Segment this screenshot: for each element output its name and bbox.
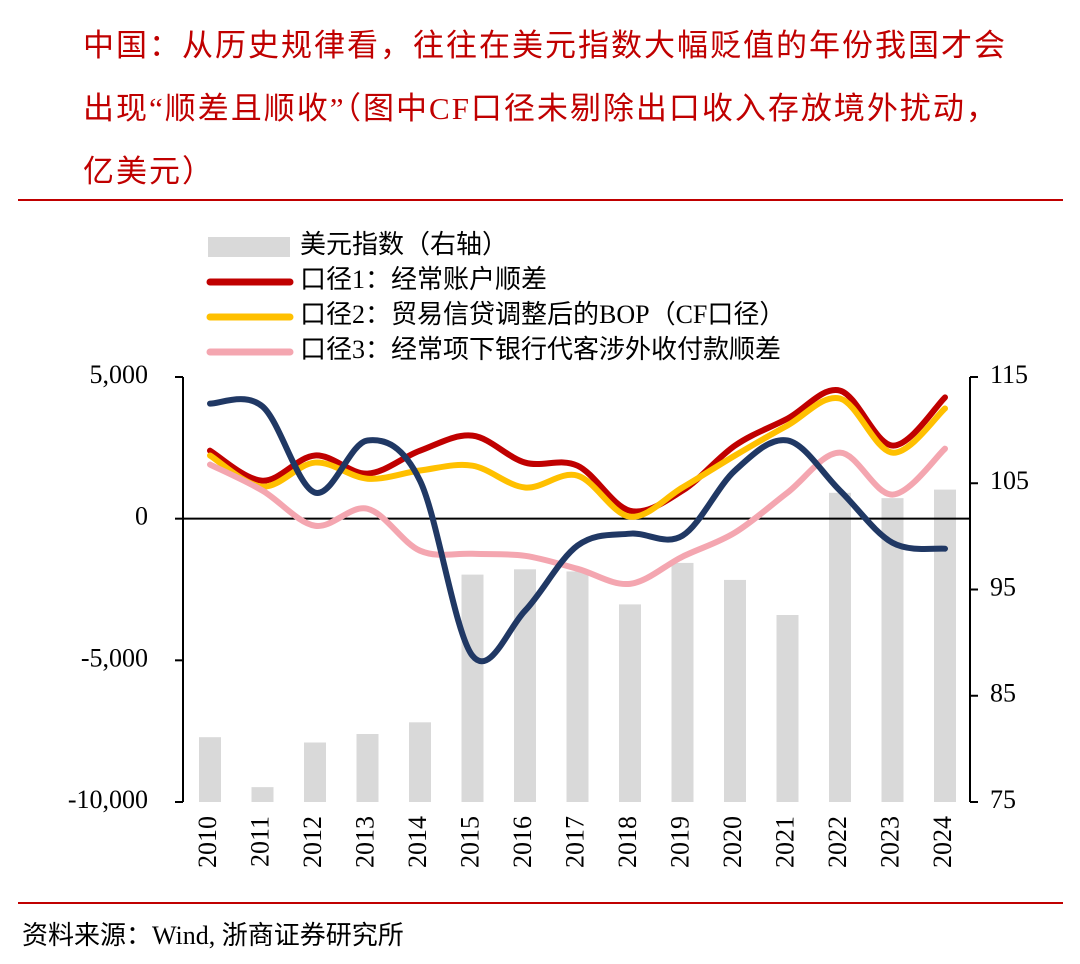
legend-swatch	[208, 237, 290, 257]
y-tick-label: -5,000	[81, 643, 148, 672]
y-tick-label: 0	[135, 502, 148, 531]
y2-tick-label: 95	[990, 572, 1016, 601]
bar	[356, 734, 379, 802]
bar	[619, 604, 641, 802]
x-tick-label: 2017	[560, 816, 589, 868]
source-note: 资料来源：Wind, 浙商证券研究所	[22, 921, 404, 950]
x-tick-label: 2011	[245, 816, 274, 867]
legend-label: 口径1：经常账户顺差	[300, 265, 547, 294]
x-tick-label: 2020	[718, 816, 747, 868]
x-tick-label: 2018	[613, 816, 642, 868]
bar	[199, 737, 221, 802]
bar	[881, 498, 904, 802]
x-tick-label: 2022	[823, 816, 852, 868]
y-tick-label: 5,000	[90, 360, 149, 389]
line-series	[207, 396, 948, 665]
legend-label: 口径3：经常项下银行代客涉外收付款顺差	[300, 335, 781, 364]
y-tick-label: -10,000	[68, 785, 148, 814]
bar	[724, 579, 746, 802]
y2-tick-label: 75	[990, 785, 1016, 814]
x-tick-label: 2021	[770, 816, 799, 868]
bar	[671, 562, 694, 802]
bar	[934, 489, 956, 802]
x-tick-label: 2013	[350, 816, 379, 868]
x-tick-label: 2015	[455, 816, 484, 868]
y2-tick-label: 115	[990, 360, 1028, 389]
y2-tick-label: 105	[990, 466, 1029, 495]
x-tick-label: 2012	[298, 816, 327, 868]
line-series	[207, 394, 948, 520]
bar	[514, 569, 536, 802]
bar	[409, 722, 431, 802]
x-tick-label: 2024	[928, 816, 957, 868]
line-series	[207, 387, 948, 515]
bar	[566, 571, 589, 802]
bar	[461, 574, 484, 802]
line-series	[207, 445, 948, 587]
x-tick-label: 2010	[193, 816, 222, 868]
bar	[776, 615, 799, 802]
bar	[304, 742, 326, 802]
legend-label: 美元指数（右轴）	[300, 230, 508, 259]
bar	[251, 787, 274, 802]
x-tick-label: 2023	[875, 816, 904, 868]
chart-title: 中国：从历史规律看，往往在美元指数大幅贬值的年份我国才会出现“顺差且顺收”（图中…	[83, 28, 1007, 189]
bar	[829, 492, 851, 802]
x-tick-label: 2019	[665, 816, 694, 868]
legend-label: 口径2：贸易信贷调整后的BOP（CF口径）	[300, 300, 785, 329]
y2-tick-label: 85	[990, 679, 1016, 708]
x-tick-label: 2014	[403, 816, 432, 868]
x-tick-label: 2016	[508, 816, 537, 868]
